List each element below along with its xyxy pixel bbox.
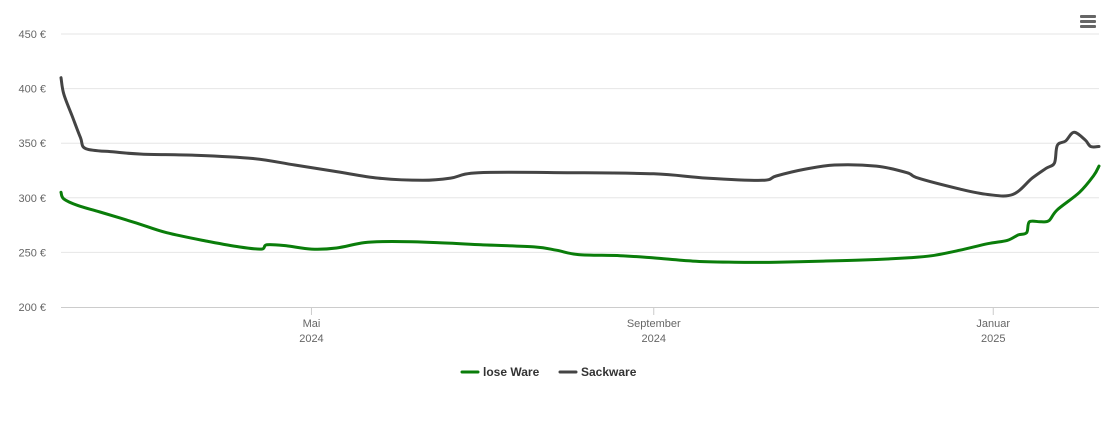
y-tick-label: 200 €	[18, 302, 46, 314]
x-tick-label-month: September	[627, 318, 681, 330]
x-tick-label-month: Mai	[303, 318, 321, 330]
legend-item-sackware[interactable]: Sackware	[558, 365, 637, 379]
y-tick-label: 350 €	[18, 138, 46, 150]
series-lines	[59, 76, 1101, 264]
x-tick-label-year: 2024	[642, 333, 666, 345]
y-axis-labels: 200 € 250 € 300 € 350 € 400 € 450 €	[18, 29, 46, 314]
series-line-lose-ware	[59, 164, 1101, 264]
y-tick-label: 400 €	[18, 84, 46, 96]
legend-label: Sackware	[581, 365, 637, 379]
hamburger-menu-icon[interactable]	[1076, 10, 1100, 34]
series-line-sackware	[59, 76, 1101, 198]
legend[interactable]: lose Ware Sackware	[460, 365, 637, 379]
legend-label: lose Ware	[483, 365, 540, 379]
x-tick-label-month: Januar	[976, 318, 1010, 330]
legend-item-lose-ware[interactable]: lose Ware	[460, 365, 540, 379]
y-tick-label: 250 €	[18, 247, 46, 259]
grid-lines	[61, 33, 1099, 253]
y-tick-label: 450 €	[18, 29, 46, 41]
x-tick-label-year: 2025	[981, 333, 1005, 345]
x-tick-label-year: 2024	[299, 333, 323, 345]
y-tick-label: 300 €	[18, 193, 46, 205]
x-axis-ticks: Mai 2024 September 2024 Januar 2025	[299, 307, 1010, 345]
